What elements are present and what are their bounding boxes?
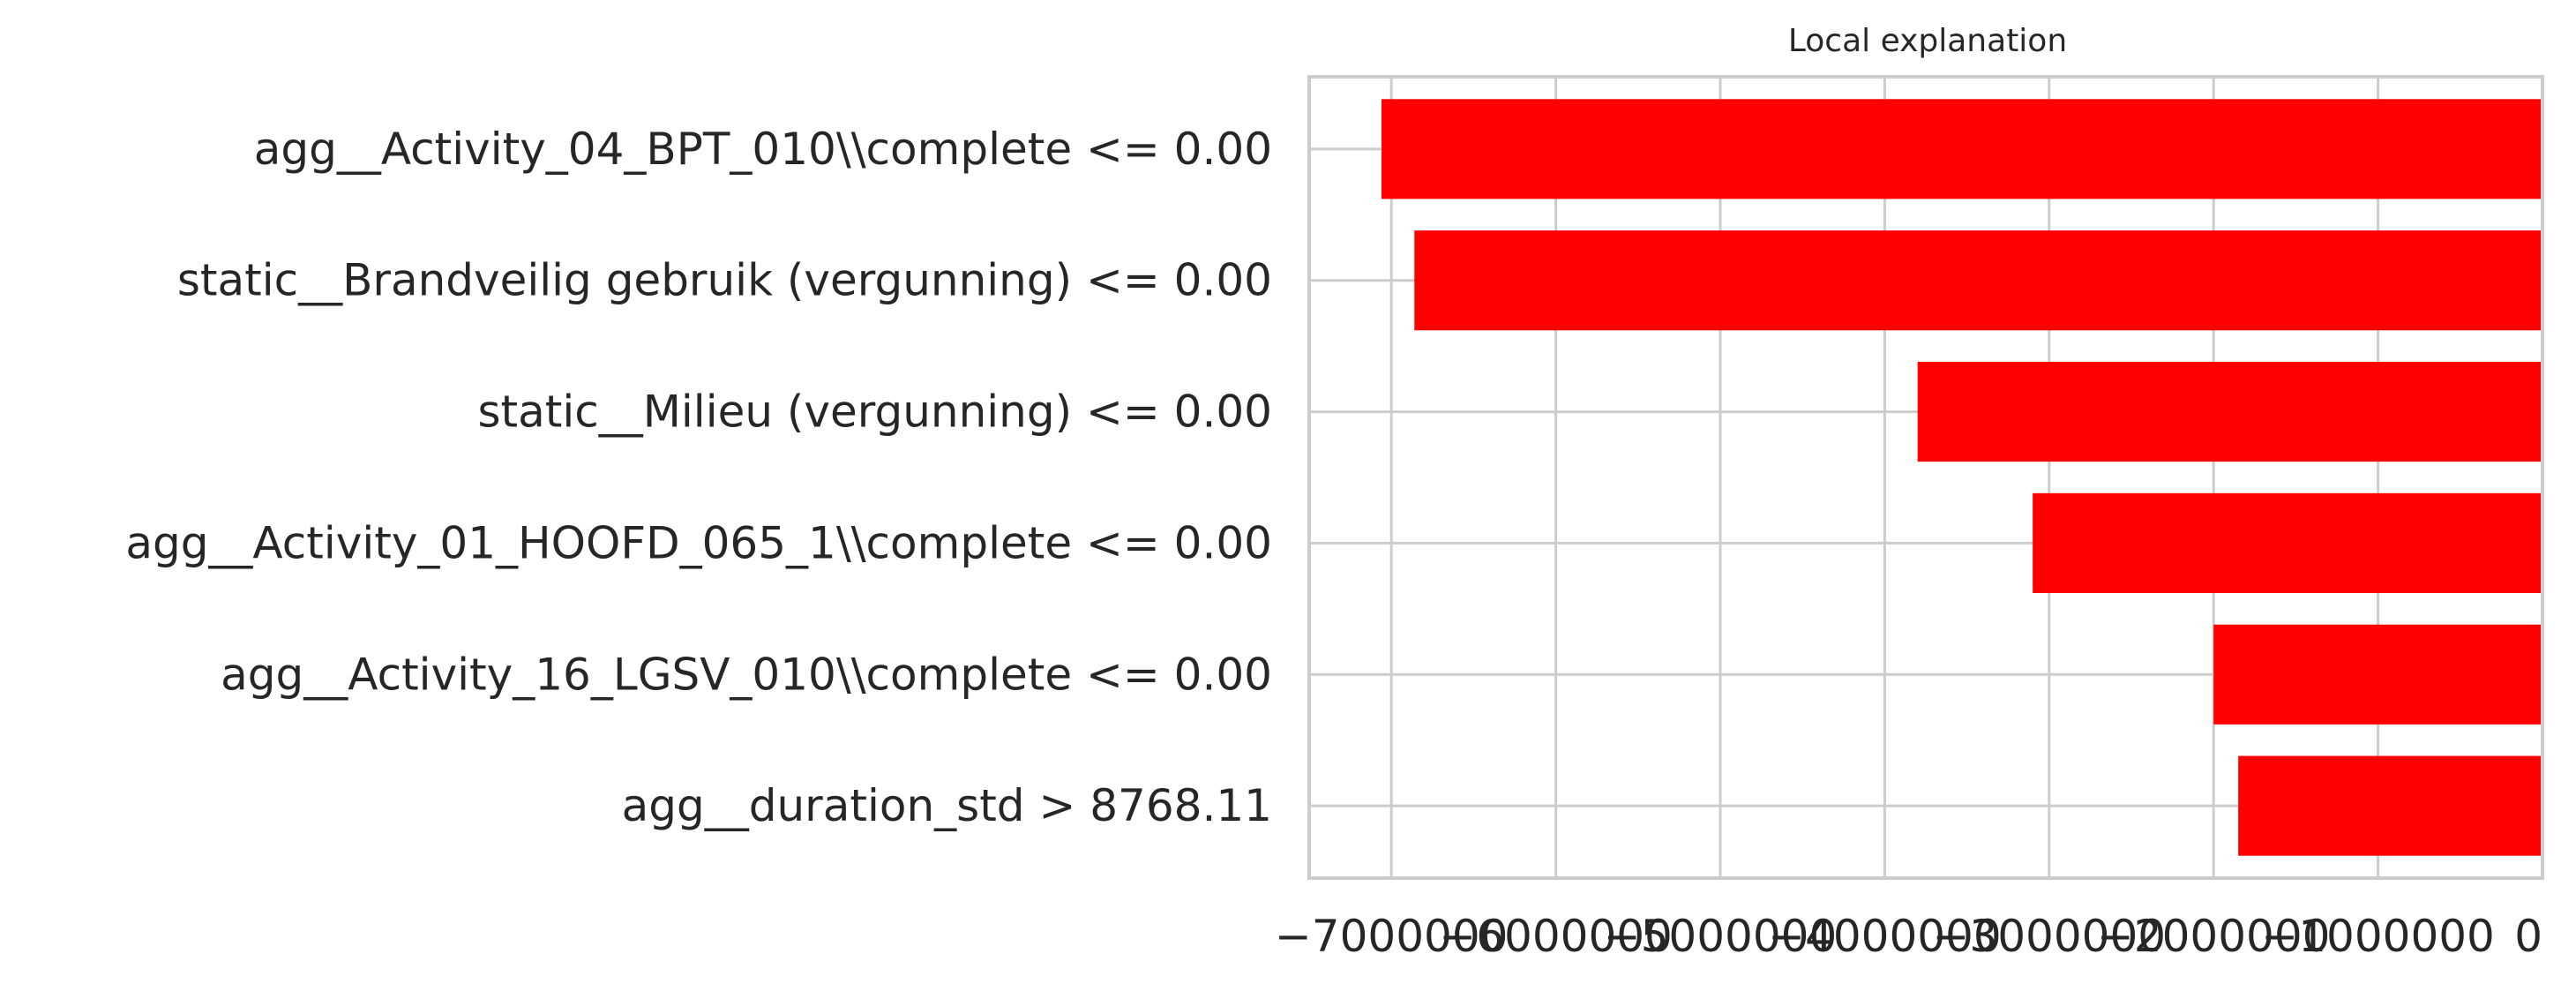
plot-frame bbox=[1307, 75, 2544, 880]
x-tick-labels: −7000000−6000000−5000000−4000000−3000000… bbox=[1275, 911, 2542, 962]
x-tick-label: 0 bbox=[2514, 911, 2542, 962]
y-tick-label: static__Brandveilig gebruik (vergunning)… bbox=[177, 255, 1272, 306]
x-tick-label: −6000000 bbox=[1439, 911, 1673, 962]
y-tick-label: agg__Activity_16_LGSV_010\\complete <= 0… bbox=[221, 649, 1272, 700]
bar bbox=[1414, 230, 2542, 331]
x-tick-label: −7000000 bbox=[1275, 911, 1509, 962]
x-tick-label: −2000000 bbox=[2097, 911, 2331, 962]
bar bbox=[1917, 362, 2542, 462]
y-tick-label: agg__Activity_04_BPT_010\\complete <= 0.… bbox=[254, 124, 1272, 175]
x-tick-label: −4000000 bbox=[1768, 911, 2002, 962]
y-tick-label: agg__duration_std > 8768.11 bbox=[622, 780, 1272, 831]
chart-title: Local explanation bbox=[1788, 23, 2067, 59]
x-tick-label: −3000000 bbox=[1933, 911, 2167, 962]
bar bbox=[2238, 755, 2542, 856]
x-tick-label: −5000000 bbox=[1604, 911, 1838, 962]
x-tick-label: −1000000 bbox=[2261, 911, 2495, 962]
bar bbox=[1382, 99, 2542, 199]
bar bbox=[2033, 492, 2542, 593]
bar bbox=[2213, 624, 2542, 725]
y-tick-label: agg__Activity_01_HOOFD_065_1\\complete <… bbox=[125, 517, 1272, 568]
y-tick-labels: agg__Activity_04_BPT_010\\complete <= 0.… bbox=[125, 124, 1272, 831]
y-tick-label: static__Milieu (vergunning) <= 0.00 bbox=[477, 387, 1272, 438]
bars bbox=[1382, 99, 2542, 856]
